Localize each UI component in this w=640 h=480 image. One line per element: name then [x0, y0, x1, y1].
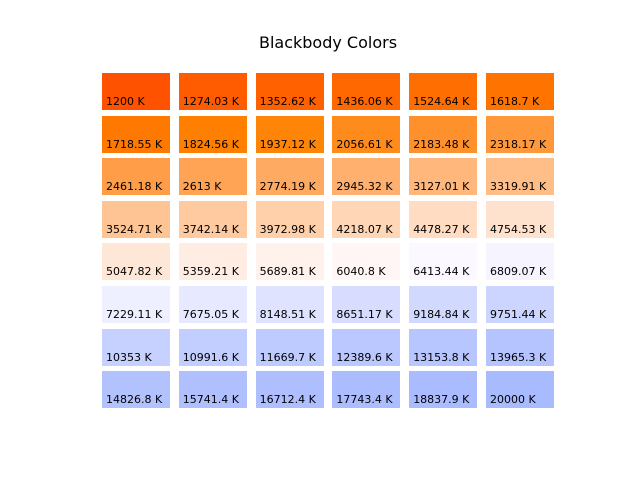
swatch-temperature-label: 2318.17 K — [490, 137, 547, 151]
color-swatch: 8148.51 K — [255, 286, 324, 323]
swatch-temperature-label: 12389.6 K — [336, 350, 393, 364]
swatch-temperature-label: 4754.53 K — [490, 222, 547, 236]
swatch-temperature-label: 2183.48 K — [413, 137, 470, 151]
color-swatch: 1352.62 K — [255, 73, 324, 110]
color-swatch: 3972.98 K — [255, 200, 324, 238]
color-swatch: 1718.55 K — [102, 115, 170, 153]
swatch-temperature-label: 2613 K — [182, 180, 222, 194]
swatch-temperature-label: 10353 K — [106, 350, 152, 364]
color-swatch: 13965.3 K — [486, 328, 554, 366]
swatch-temperature-label: 1524.64 K — [413, 95, 470, 108]
swatch-temperature-label: 1274.03 K — [182, 95, 239, 108]
swatch-temperature-label: 6040.8 K — [336, 265, 386, 279]
color-swatch: 8651.17 K — [332, 286, 401, 323]
color-swatch: 13153.8 K — [409, 328, 478, 366]
swatch-temperature-label: 20000 K — [490, 393, 536, 407]
color-swatch: 1524.64 K — [409, 73, 478, 110]
color-swatch: 18837.9 K — [409, 371, 478, 409]
swatch-temperature-label: 3742.14 K — [182, 222, 239, 236]
swatch-temperature-label: 13965.3 K — [490, 350, 547, 364]
swatch-temperature-label: 1718.55 K — [106, 137, 163, 151]
swatch-temperature-label: 9751.44 K — [490, 308, 547, 321]
swatch-temperature-label: 5689.81 K — [259, 265, 316, 279]
color-swatch: 20000 K — [486, 371, 554, 409]
swatch-temperature-label: 14826.8 K — [106, 393, 163, 407]
color-swatch: 3319.91 K — [486, 158, 554, 196]
color-swatch: 1200 K — [102, 73, 170, 110]
color-swatch: 2318.17 K — [486, 115, 554, 153]
color-swatch: 1436.06 K — [332, 73, 401, 110]
color-swatch: 2461.18 K — [102, 158, 170, 196]
swatch-temperature-label: 1352.62 K — [259, 95, 316, 108]
swatch-temperature-label: 2945.32 K — [336, 180, 393, 194]
swatch-temperature-label: 3319.91 K — [490, 180, 547, 194]
color-swatch: 15741.4 K — [178, 371, 247, 409]
color-swatch: 10991.6 K — [178, 328, 247, 366]
color-swatch: 9184.84 K — [409, 286, 478, 323]
swatch-temperature-label: 16712.4 K — [259, 393, 316, 407]
color-swatch: 4754.53 K — [486, 200, 554, 238]
color-swatch: 3127.01 K — [409, 158, 478, 196]
swatch-temperature-label: 1824.56 K — [182, 137, 239, 151]
swatch-temperature-label: 6413.44 K — [413, 265, 470, 279]
color-swatch: 16712.4 K — [255, 371, 324, 409]
color-swatch: 17743.4 K — [332, 371, 401, 409]
swatch-temperature-label: 8651.17 K — [336, 308, 393, 321]
swatch-temperature-label: 11669.7 K — [259, 350, 316, 364]
color-swatch-grid: 1200 K 1274.03 K 1352.62 K 1436.06 K 1524.64… — [102, 73, 554, 411]
chart-title: Blackbody Colors — [258, 33, 398, 52]
color-swatch: 4478.27 K — [409, 200, 478, 238]
swatch-temperature-label: 9184.84 K — [413, 308, 470, 321]
color-swatch: 10353 K — [102, 328, 170, 366]
swatch-temperature-label: 2774.19 K — [259, 180, 316, 194]
color-swatch: 1937.12 K — [255, 115, 324, 153]
color-swatch: 2183.48 K — [409, 115, 478, 153]
swatch-temperature-label: 1618.7 K — [490, 95, 540, 108]
swatch-temperature-label: 18837.9 K — [413, 393, 470, 407]
color-swatch: 2613 K — [178, 158, 247, 196]
swatch-temperature-label: 5047.82 K — [106, 265, 163, 279]
color-swatch: 9751.44 K — [486, 286, 554, 323]
swatch-temperature-label: 5359.21 K — [182, 265, 239, 279]
color-swatch: 5047.82 K — [102, 243, 170, 281]
color-swatch: 1274.03 K — [178, 73, 247, 110]
color-swatch: 1824.56 K — [178, 115, 247, 153]
color-swatch: 5359.21 K — [178, 243, 247, 281]
swatch-temperature-label: 15741.4 K — [182, 393, 239, 407]
swatch-temperature-label: 3972.98 K — [259, 222, 316, 236]
color-swatch: 6413.44 K — [409, 243, 478, 281]
swatch-temperature-label: 4478.27 K — [413, 222, 470, 236]
color-swatch: 7675.05 K — [178, 286, 247, 323]
color-swatch: 6040.8 K — [332, 243, 401, 281]
swatch-temperature-label: 6809.07 K — [490, 265, 547, 279]
color-swatch: 7229.11 K — [102, 286, 170, 323]
swatch-temperature-label: 4218.07 K — [336, 222, 393, 236]
swatch-temperature-label: 17743.4 K — [336, 393, 393, 407]
color-swatch: 1618.7 K — [486, 73, 554, 110]
swatch-temperature-label: 2461.18 K — [106, 180, 163, 194]
color-swatch: 2774.19 K — [255, 158, 324, 196]
swatch-temperature-label: 8148.51 K — [259, 308, 316, 321]
swatch-temperature-label: 3524.71 K — [106, 222, 163, 236]
color-swatch: 11669.7 K — [255, 328, 324, 366]
color-swatch: 3742.14 K — [178, 200, 247, 238]
swatch-temperature-label: 7229.11 K — [106, 308, 163, 321]
swatch-temperature-label: 1937.12 K — [259, 137, 316, 151]
color-swatch: 3524.71 K — [102, 200, 170, 238]
color-swatch: 5689.81 K — [255, 243, 324, 281]
swatch-temperature-label: 1200 K — [106, 95, 145, 108]
color-swatch: 12389.6 K — [332, 328, 401, 366]
color-swatch: 2945.32 K — [332, 158, 401, 196]
swatch-temperature-label: 10991.6 K — [182, 350, 239, 364]
swatch-temperature-label: 2056.61 K — [336, 137, 393, 151]
color-swatch: 4218.07 K — [332, 200, 401, 238]
color-swatch: 6809.07 K — [486, 243, 554, 281]
swatch-temperature-label: 7675.05 K — [182, 308, 239, 321]
swatch-temperature-label: 13153.8 K — [413, 350, 470, 364]
swatch-temperature-label: 1436.06 K — [336, 95, 393, 108]
color-swatch: 14826.8 K — [102, 371, 170, 409]
swatch-temperature-label: 3127.01 K — [413, 180, 470, 194]
color-swatch: 2056.61 K — [332, 115, 401, 153]
